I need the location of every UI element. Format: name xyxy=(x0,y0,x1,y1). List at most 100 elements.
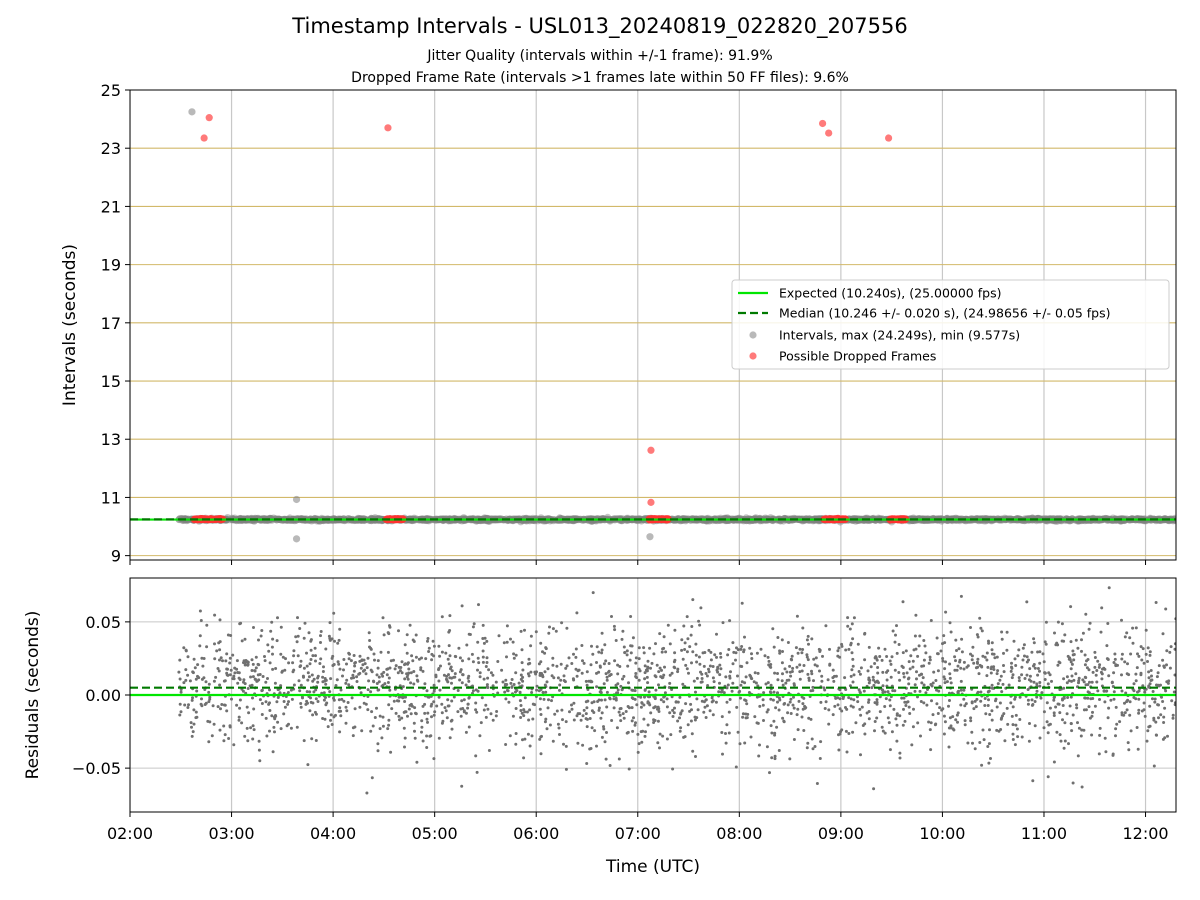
residual-point xyxy=(1144,628,1148,632)
residual-point xyxy=(1023,677,1027,680)
residual-point xyxy=(981,728,985,732)
residual-point xyxy=(314,654,317,658)
residual-point xyxy=(523,710,527,714)
residual-point xyxy=(868,678,872,682)
residual-point xyxy=(1126,662,1129,666)
top-ytick-label: 23 xyxy=(101,139,121,158)
residual-point xyxy=(268,688,271,692)
residual-point xyxy=(249,675,253,679)
residual-point xyxy=(605,678,609,682)
residual-point xyxy=(875,658,879,662)
residual-point xyxy=(752,680,756,684)
residual-point xyxy=(298,689,302,693)
residual-point xyxy=(255,679,259,683)
residual-point xyxy=(579,718,583,722)
residual-point xyxy=(1166,681,1170,685)
residual-point xyxy=(719,667,723,671)
residual-point xyxy=(629,615,633,618)
residual-point xyxy=(541,650,544,654)
residual-point xyxy=(693,718,697,722)
residual-point xyxy=(535,684,539,688)
residual-point xyxy=(1052,714,1056,717)
top-ytick-label: 11 xyxy=(101,488,121,507)
residual-point xyxy=(1015,727,1019,731)
residual-point xyxy=(184,649,188,653)
residual-point xyxy=(460,784,464,788)
residual-point xyxy=(1086,696,1090,700)
residual-point xyxy=(323,717,327,721)
residual-point xyxy=(1025,655,1029,659)
residual-point xyxy=(990,718,994,722)
residual-point xyxy=(1080,638,1083,642)
residual-point xyxy=(792,706,796,710)
residual-point xyxy=(507,700,511,704)
residual-point xyxy=(1170,699,1174,703)
residual-point xyxy=(518,699,522,703)
residual-point xyxy=(414,655,418,659)
residual-point xyxy=(597,650,601,654)
residual-point xyxy=(927,661,931,665)
residual-point xyxy=(245,726,249,730)
residual-point xyxy=(987,761,991,765)
residual-point xyxy=(643,671,647,675)
residual-point xyxy=(641,729,645,733)
residual-point xyxy=(420,725,424,729)
residual-point xyxy=(902,672,906,675)
residual-point xyxy=(787,678,791,682)
residual-point xyxy=(629,651,633,655)
residual-point xyxy=(251,675,255,679)
residual-point xyxy=(802,729,806,732)
residual-point xyxy=(1136,652,1139,656)
residual-point xyxy=(475,710,479,714)
residual-point xyxy=(1146,729,1150,733)
residual-point xyxy=(880,658,884,662)
residual-point xyxy=(898,714,902,718)
residual-point xyxy=(514,707,518,710)
residual-point xyxy=(907,705,911,709)
residual-point xyxy=(580,671,584,675)
residual-point xyxy=(831,713,835,717)
residual-point xyxy=(363,668,367,672)
residual-point xyxy=(381,724,385,728)
residual-point xyxy=(237,715,241,719)
residual-point xyxy=(597,708,601,712)
residual-point xyxy=(873,701,877,705)
residual-point xyxy=(996,682,1000,686)
residual-point xyxy=(484,715,488,719)
residual-point xyxy=(924,691,928,695)
residual-point xyxy=(789,697,793,701)
residual-point xyxy=(311,713,315,717)
residual-point xyxy=(271,750,275,754)
residual-point xyxy=(766,708,770,712)
residual-point xyxy=(1104,750,1108,754)
residual-point xyxy=(519,629,523,633)
residual-point xyxy=(551,627,555,631)
residual-point xyxy=(697,655,701,659)
residual-point xyxy=(986,704,990,707)
residual-point xyxy=(789,712,793,715)
residual-point xyxy=(432,700,436,704)
residual-point xyxy=(1061,697,1065,701)
residual-point xyxy=(602,727,606,731)
residual-point xyxy=(618,665,622,668)
residual-point xyxy=(969,716,973,720)
residual-point xyxy=(450,727,454,731)
residual-point xyxy=(920,681,924,685)
residual-point xyxy=(382,633,386,637)
residual-point xyxy=(425,746,429,749)
residual-point xyxy=(337,698,341,702)
residual-point xyxy=(807,642,810,646)
residual-point xyxy=(377,675,381,679)
residual-point xyxy=(897,671,901,674)
residual-point xyxy=(226,667,229,671)
residual-point xyxy=(483,636,487,640)
residual-point xyxy=(1040,691,1044,695)
residual-point xyxy=(857,670,861,673)
residual-point xyxy=(287,700,290,704)
residual-point xyxy=(458,670,462,674)
residual-point xyxy=(519,716,523,719)
residual-point xyxy=(885,670,888,674)
residual-point xyxy=(686,637,690,641)
residual-point xyxy=(308,690,312,694)
residual-point xyxy=(852,616,856,620)
